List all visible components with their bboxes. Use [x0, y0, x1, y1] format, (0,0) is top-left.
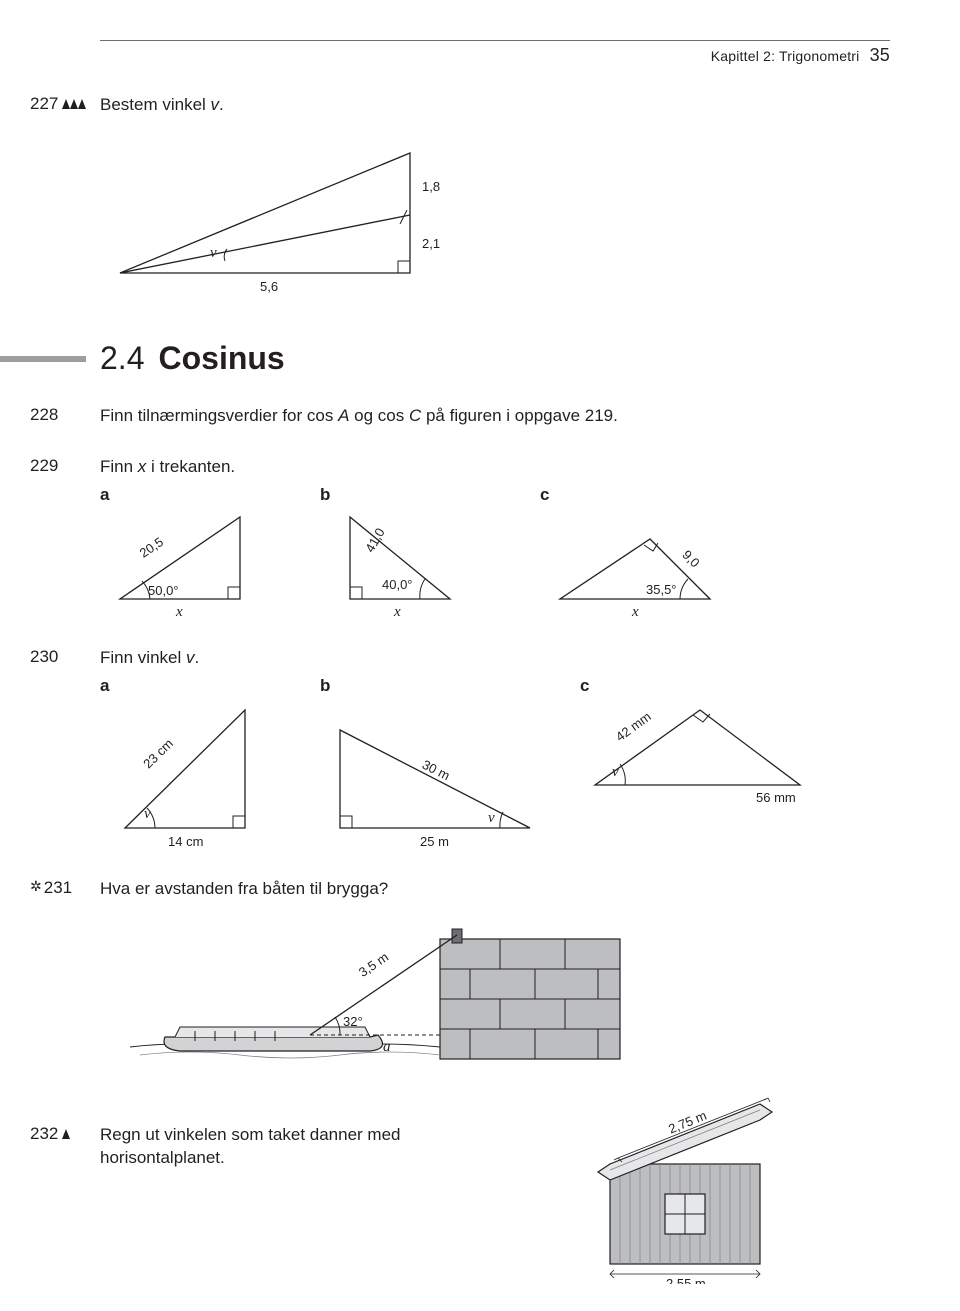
exercise-230: 230 Finn vinkel v. a 23 cm v 14 cm b 30 … — [100, 647, 890, 850]
svg-text:v: v — [488, 810, 495, 826]
exercise-text-231: Hva er avstanden fra båten til brygga? — [100, 878, 890, 901]
figure-row-229: a 20,5 50,0° x b 41,0 40,0° x c — [100, 485, 890, 619]
chapter-label: Kapittel 2: Trigonometri — [711, 48, 860, 64]
exercise-text-227: Bestem vinkel v. — [100, 94, 890, 117]
svg-text:14 cm: 14 cm — [168, 834, 203, 849]
svg-text:56 mm: 56 mm — [756, 790, 796, 805]
label-56: 5,6 — [260, 279, 278, 293]
figure-231: 3,5 m 32° a — [120, 919, 890, 1084]
svg-text:40,0°: 40,0° — [382, 577, 413, 592]
fig-229c: c 9,0 35,5° x — [540, 485, 740, 619]
exercise-number-228: 228 — [30, 405, 90, 425]
svg-text:25 m: 25 m — [420, 834, 449, 849]
star-icon: ✲ — [30, 878, 42, 895]
exercise-text-228: Finn tilnærmingsverdier for cos A og cos… — [100, 405, 890, 428]
svg-text:23 cm: 23 cm — [140, 736, 176, 771]
svg-text:v: v — [612, 764, 619, 780]
exercise-231: ✲ 231 Hva er avstanden fra båten til bry… — [100, 878, 890, 1084]
exercise-number-227: 227 — [30, 94, 90, 114]
exercise-227: 227 Bestem vinkel v. v 1,8 2,1 5,6 — [100, 94, 890, 298]
fig-229a: a 20,5 50,0° x — [100, 485, 270, 619]
svg-text:2,55 m: 2,55 m — [666, 1276, 706, 1284]
figure-227: v 1,8 2,1 5,6 — [110, 143, 890, 298]
svg-text:32°: 32° — [343, 1014, 363, 1029]
svg-text:3,5 m: 3,5 m — [356, 949, 391, 980]
figure-232: 2,75 m 2,55 m — [570, 1094, 800, 1289]
svg-text:v: v — [144, 806, 151, 822]
label-v-227: v — [210, 245, 217, 261]
section-heading: 2.4 Cosinus — [100, 340, 890, 377]
exercise-228: 228 Finn tilnærmingsverdier for cos A og… — [100, 405, 890, 428]
exercise-number-231: ✲ 231 — [30, 878, 90, 898]
exercise-text-229: Finn x i trekanten. — [100, 456, 890, 479]
label-18: 1,8 — [422, 179, 440, 194]
svg-text:35,5°: 35,5° — [646, 582, 677, 597]
exercise-number-230: 230 — [30, 647, 90, 667]
label-21: 2,1 — [422, 236, 440, 251]
svg-text:50,0°: 50,0° — [148, 583, 179, 598]
page-number: 35 — [870, 45, 890, 65]
svg-text:x: x — [393, 604, 401, 619]
exercise-232: 232 Regn ut vinkelen som taket danner me… — [100, 1124, 890, 1170]
exercise-text-230: Finn vinkel v. — [100, 647, 890, 670]
svg-text:42 mm: 42 mm — [613, 709, 654, 744]
section-title: Cosinus — [158, 340, 284, 377]
fig-229b: b 41,0 40,0° x — [320, 485, 490, 619]
difficulty-icon — [62, 1129, 70, 1139]
exercise-number-229: 229 — [30, 456, 90, 476]
section-number: 2.4 — [100, 340, 144, 377]
fig-230b: b 30 m v 25 m — [320, 676, 550, 850]
difficulty-icon — [62, 99, 86, 109]
svg-text:x: x — [631, 604, 639, 619]
running-header: Kapittel 2: Trigonometri 35 — [100, 45, 890, 66]
svg-text:20,5: 20,5 — [137, 534, 166, 561]
top-rule — [100, 40, 890, 41]
fig-230c: c 42 mm v 56 mm — [580, 676, 820, 850]
figure-row-230: a 23 cm v 14 cm b 30 m v 25 m c — [100, 676, 890, 850]
svg-text:x: x — [175, 604, 183, 619]
svg-text:a: a — [383, 1039, 391, 1055]
exercise-text-232: Regn ut vinkelen som taket danner med ho… — [100, 1124, 520, 1170]
exercise-number-232: 232 — [30, 1124, 90, 1144]
fig-230a: a 23 cm v 14 cm — [100, 676, 290, 850]
exercise-229: 229 Finn x i trekanten. a 20,5 50,0° x b… — [100, 456, 890, 619]
section-bar — [0, 356, 86, 362]
svg-text:9,0: 9,0 — [679, 547, 702, 570]
